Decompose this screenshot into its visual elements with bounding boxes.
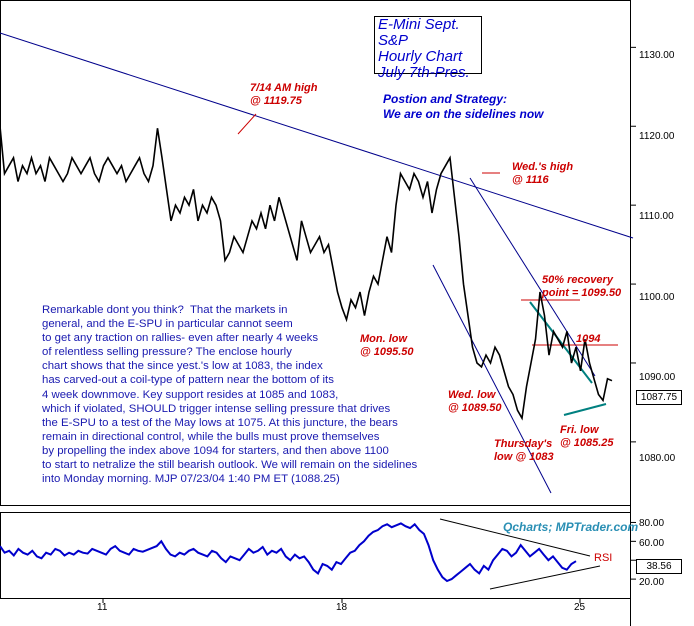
chart-title-box: E-Mini Sept. S&P Hourly Chart July 7th-P…: [374, 16, 482, 81]
watermark: Qcharts; MPTrader.com: [503, 520, 639, 534]
price-tick: 1080.00: [639, 453, 676, 464]
price-tick: 1090.00: [639, 372, 676, 383]
major-downtrend-line: [0, 32, 634, 239]
rsi-axis: [630, 521, 636, 580]
price-tick: 1110.00: [639, 211, 674, 222]
rsi-tick: 80.00: [639, 518, 665, 529]
strategy-line-2: We are on the sidelines now: [383, 107, 544, 121]
am-high-label: 7/14 AM high @ 1119.75: [250, 82, 318, 107]
date-tick: 11: [97, 602, 108, 613]
date-tick: 25: [574, 602, 586, 613]
fri-low-label: Fri. low @ 1085.25: [560, 424, 614, 449]
recovery-label: 50% recovery point = 1099.50: [542, 274, 622, 299]
title-line-2: Hourly Chart: [378, 48, 463, 65]
date-tick: 18: [336, 602, 348, 613]
strategy-line-1: Postion and Strategy:: [383, 92, 508, 106]
rsi-lower-trendline: [489, 565, 601, 590]
wedge-upper-line: [529, 301, 593, 384]
price-tick: 1130.00: [639, 50, 675, 61]
commentary-text: Remarkable dont you think? That the mark…: [42, 304, 418, 486]
mon-low-label: Mon. low @ 1095.50: [360, 333, 414, 358]
channel-lower-line: [432, 264, 552, 494]
wed-low-label: Wed. low @ 1089.50: [448, 389, 502, 414]
last-price-flag: 1087.75: [636, 390, 682, 405]
rsi-tick: 20.00: [639, 577, 665, 588]
price-axis: [630, 46, 636, 443]
date-axis: [102, 598, 581, 603]
last-rsi-flag: 38.56: [636, 559, 682, 574]
title-line-3: July 7th-Pres.: [378, 64, 470, 81]
rsi-label: RSI: [594, 552, 613, 564]
wedge-lower-line: [563, 403, 607, 416]
price-tick: 1120.00: [639, 131, 675, 142]
channel-upper-line: [469, 177, 596, 377]
level-1094-label: 1094: [576, 333, 601, 345]
wed-high-label: Wed.'s high @ 1116: [512, 161, 574, 186]
price-series: [0, 126, 613, 421]
price-tick: 1100.00: [639, 292, 675, 303]
rsi-upper-trendline: [439, 518, 591, 557]
rsi-tick: 60.00: [639, 538, 665, 549]
thursday-low-label: Thursday's low @ 1083: [494, 438, 554, 463]
am-high-marker: [237, 113, 257, 135]
strategy-note: Postion and Strategy: We are on the side…: [383, 92, 543, 122]
title-line-1: E-Mini Sept. S&P: [378, 16, 460, 49]
rsi-series: [0, 522, 577, 583]
